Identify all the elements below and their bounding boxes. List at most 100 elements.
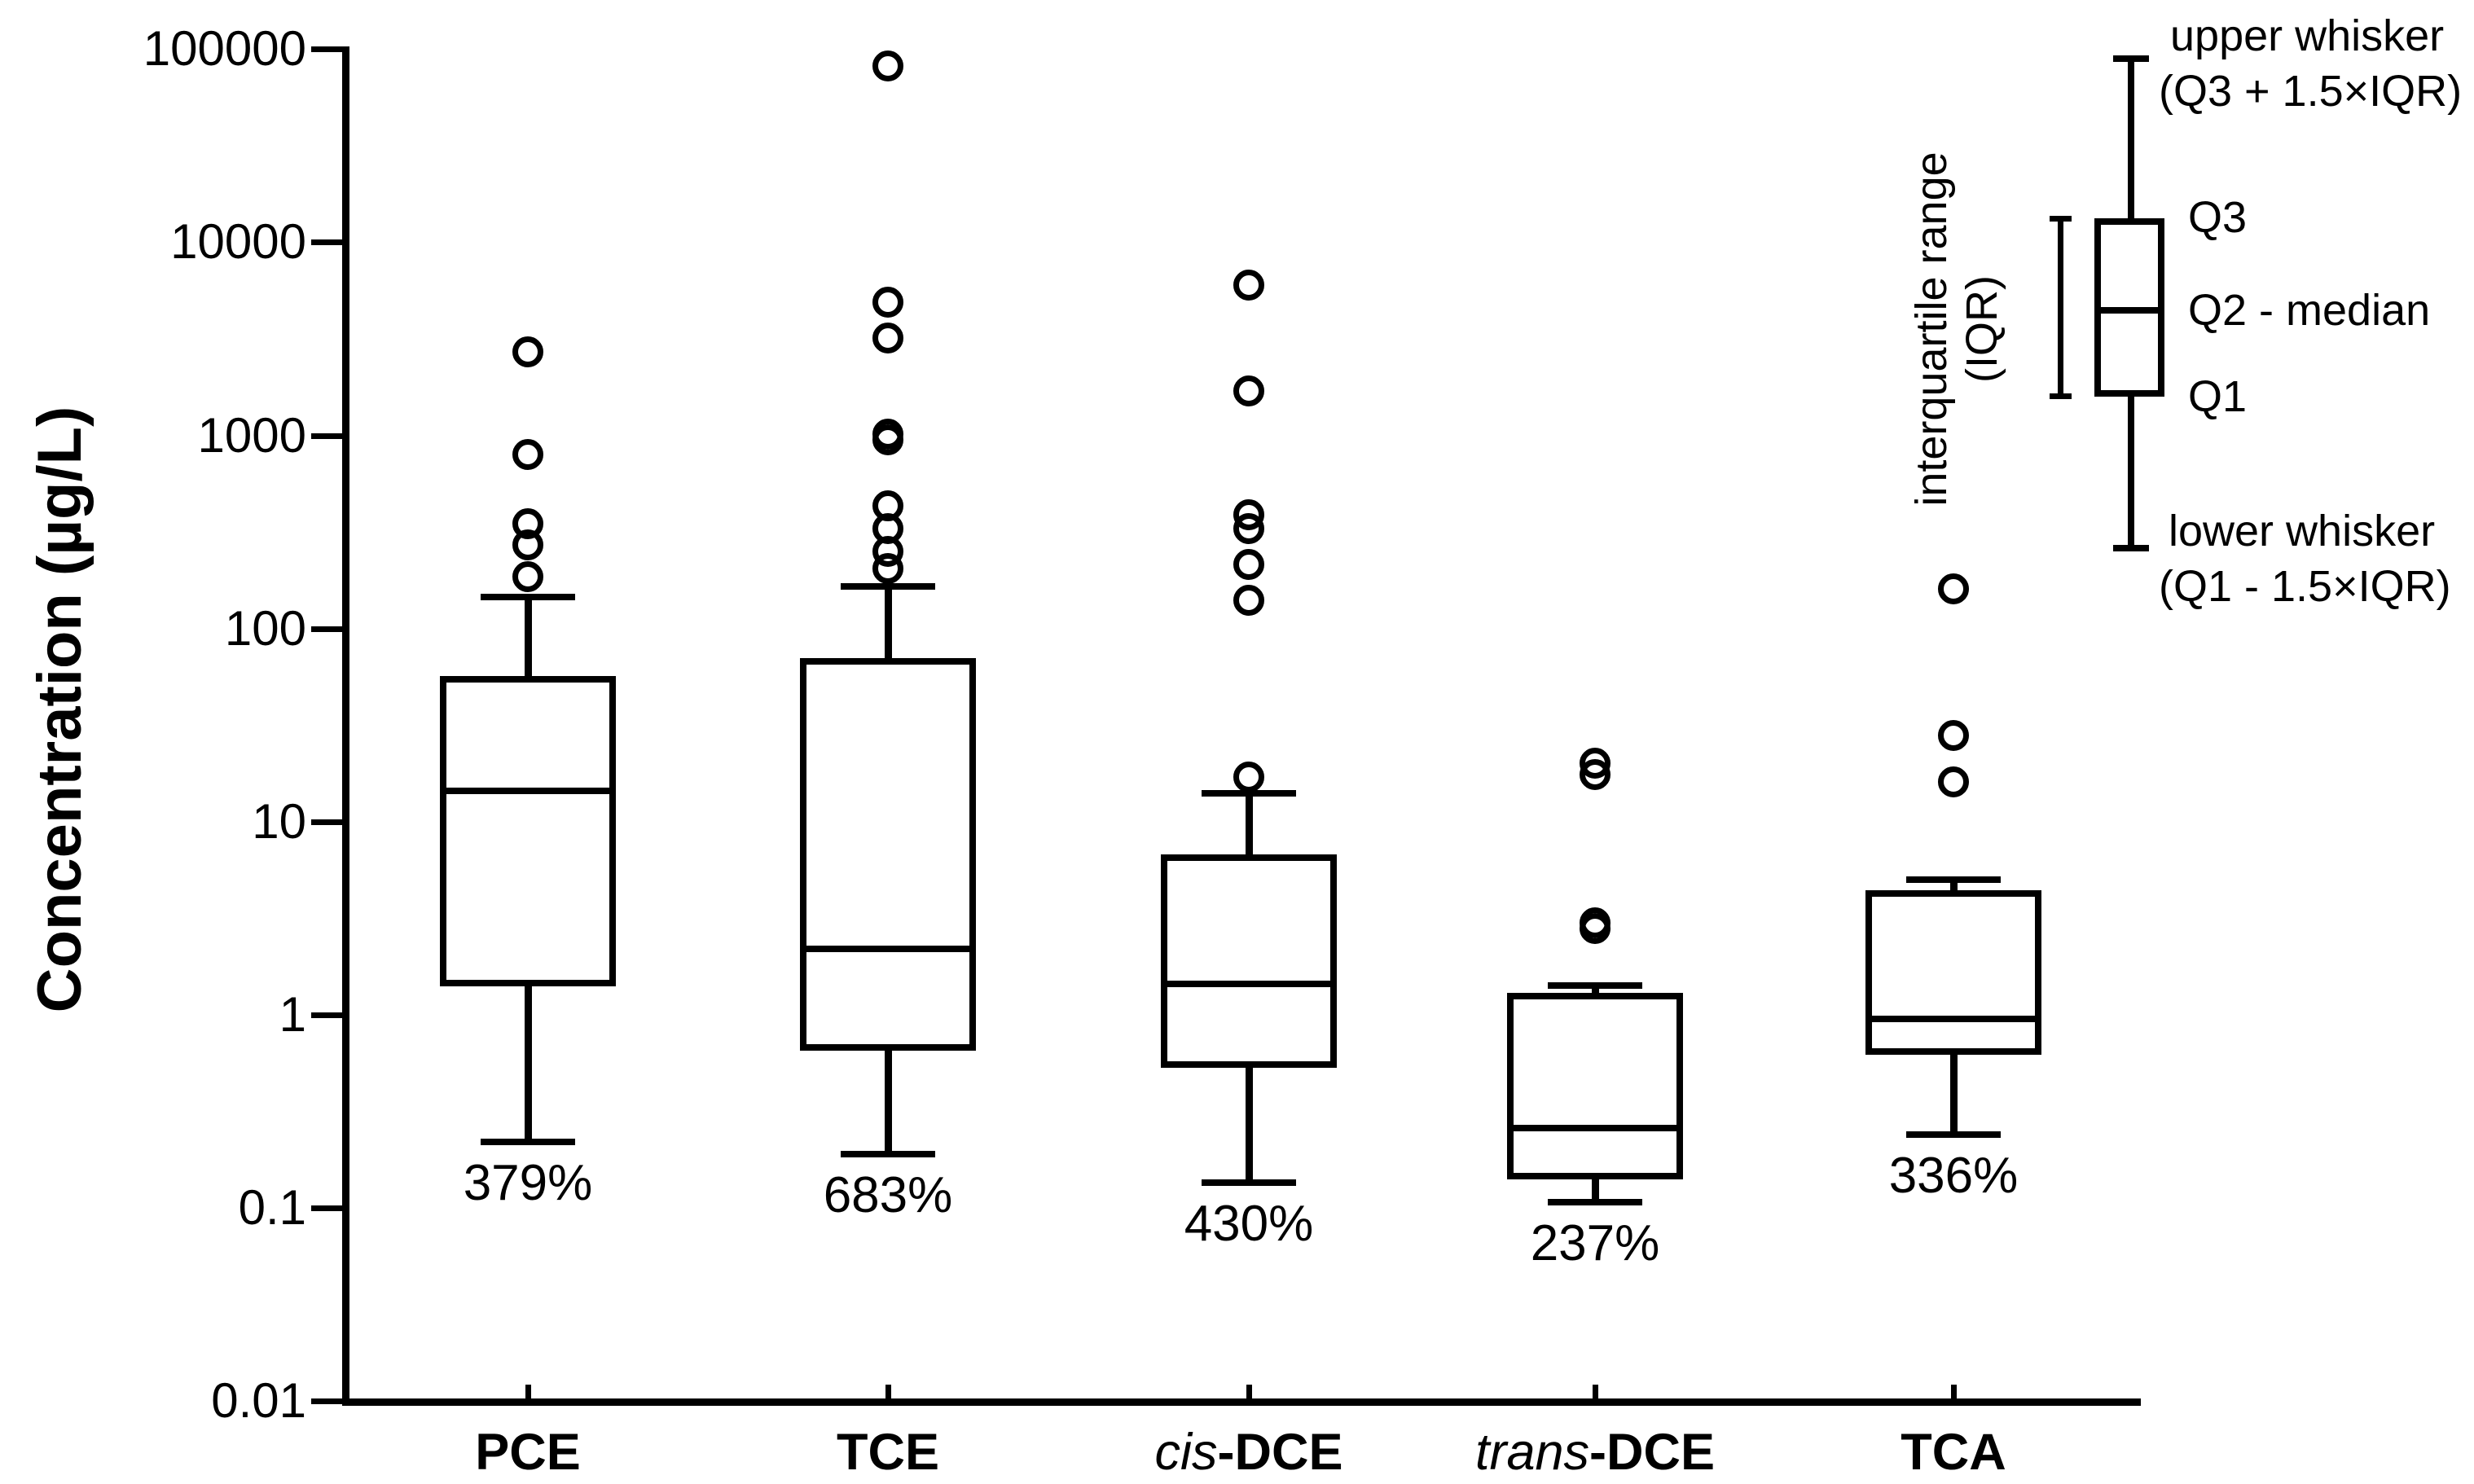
lower-whisker-trans-dce	[1592, 1179, 1599, 1202]
legend-iqr-bracket-top-cap	[2050, 216, 2072, 222]
outlier-point-pce	[512, 561, 543, 592]
lower-whisker-cis-dce	[1246, 1068, 1253, 1183]
legend-median-line	[2101, 307, 2158, 314]
upper-whisker-cis-dce	[1246, 793, 1253, 854]
x-category-italic-trans-dce: trans	[1474, 1424, 1590, 1481]
y-axis-line	[342, 46, 349, 1406]
lower-whisker-cap-trans-dce	[1548, 1199, 1642, 1205]
legend-upper-cap	[2113, 55, 2149, 62]
x-category-label-tca: TCA	[1901, 1424, 2006, 1481]
lower-whisker-cap-pce	[481, 1139, 575, 1145]
median-line-pce	[446, 788, 609, 794]
y-axis-tick-label: 1	[279, 987, 306, 1042]
legend-upper-whisker-label: upper whisker	[2170, 11, 2445, 60]
upper-whisker-cap-tce	[841, 583, 935, 590]
outlier-point-cis-dce	[1233, 762, 1264, 792]
lower-whisker-tca	[1950, 1055, 1958, 1135]
median-line-tce	[806, 946, 969, 952]
median-line-tca	[1872, 1016, 2035, 1022]
median-line-trans-dce	[1514, 1125, 1676, 1131]
x-category-label-trans-dce: trans-DCE	[1474, 1424, 1716, 1481]
outlier-point-tce	[872, 50, 903, 81]
y-axis-tick-label: 10000	[170, 214, 306, 269]
outlier-point-tca	[1938, 720, 1969, 751]
percent-label-cis-dce: 430%	[1184, 1196, 1314, 1252]
median-line-cis-dce	[1167, 981, 1330, 987]
legend-lower-whisker-label: lower whisker	[2169, 507, 2436, 555]
outlier-point-trans-dce	[1580, 759, 1611, 790]
outlier-point-pce	[512, 529, 543, 560]
y-axis-tick	[311, 1012, 342, 1018]
iqr-box-cis-dce	[1161, 854, 1337, 1068]
y-axis-tick	[311, 239, 342, 245]
legend-median-label: Q2 - median	[2188, 286, 2431, 335]
outlier-point-pce	[512, 336, 543, 367]
lower-whisker-cap-tca	[1906, 1131, 2001, 1138]
y-axis-tick-label: 0.1	[238, 1180, 306, 1235]
y-axis-tick	[311, 819, 342, 825]
percent-label-trans-dce: 237%	[1530, 1215, 1660, 1271]
upper-whisker-cap-pce	[481, 594, 575, 600]
x-category-label-tce: TCE	[837, 1424, 939, 1481]
iqr-box-pce	[440, 676, 616, 986]
upper-whisker-pce	[525, 597, 532, 676]
x-axis-tick	[525, 1385, 531, 1406]
legend-upper-whisker-formula: (Q3 + 1.5×IQR)	[2159, 67, 2463, 116]
legend-lower-cap	[2113, 545, 2149, 551]
legend-iqr-bracket-bottom-cap	[2050, 393, 2072, 399]
legend-iqr-label-line2: (IQR)	[1958, 275, 2006, 383]
x-axis-tick	[1593, 1385, 1598, 1406]
y-axis-tick	[311, 626, 342, 632]
y-axis-tick-label: 100000	[143, 21, 306, 76]
outlier-point-cis-dce	[1233, 270, 1264, 301]
upper-whisker-cap-cis-dce	[1202, 790, 1296, 797]
y-axis-tick-label: 100	[224, 601, 306, 656]
x-category-label-cis-dce: cis-DCE	[1154, 1424, 1343, 1481]
outlier-point-tce	[872, 424, 903, 455]
legend-lower-whisker-formula: (Q1 - 1.5×IQR)	[2159, 562, 2451, 611]
iqr-box-trans-dce	[1507, 993, 1683, 1179]
lower-whisker-cap-tce	[841, 1151, 935, 1157]
legend-q3-label: Q3	[2188, 193, 2248, 242]
outlier-point-tca	[1938, 573, 1969, 604]
outlier-point-cis-dce	[1233, 585, 1264, 616]
outlier-point-tce	[872, 553, 903, 584]
x-axis-tick	[1246, 1385, 1252, 1406]
outlier-point-tce	[872, 323, 903, 353]
legend-q1-label: Q1	[2188, 372, 2248, 421]
iqr-box-tce	[800, 658, 976, 1051]
legend-iqr-bracket	[2058, 218, 2063, 397]
percent-label-tca: 336%	[1888, 1148, 2019, 1204]
lower-whisker-cap-cis-dce	[1202, 1179, 1296, 1186]
upper-whisker-cap-tca	[1906, 876, 2001, 883]
percent-label-tce: 683%	[823, 1167, 953, 1223]
lower-whisker-tce	[885, 1051, 892, 1154]
lower-whisker-pce	[525, 986, 532, 1142]
y-axis-tick	[311, 46, 342, 52]
outlier-point-trans-dce	[1580, 913, 1611, 944]
x-axis-line	[342, 1398, 2141, 1406]
upper-whisker-cap-trans-dce	[1548, 982, 1642, 989]
x-axis-tick	[885, 1385, 891, 1406]
outlier-point-cis-dce	[1233, 375, 1264, 406]
x-axis-tick	[1951, 1385, 1957, 1406]
outlier-point-pce	[512, 439, 543, 470]
y-axis-tick-label: 1000	[197, 408, 306, 463]
y-axis-tick-label: 10	[252, 794, 306, 849]
x-category-label-pce: PCE	[475, 1424, 581, 1481]
percent-label-pce: 379%	[463, 1155, 593, 1211]
y-axis-tick-label: 0.01	[211, 1373, 306, 1428]
outlier-point-tce	[872, 287, 903, 318]
legend-iqr-label-line1: interquartile range	[1907, 151, 1956, 507]
iqr-box-tca	[1865, 890, 2041, 1055]
outlier-point-cis-dce	[1233, 513, 1264, 544]
legend-iqr-label: interquartile range (IQR)	[1906, 117, 2007, 541]
upper-whisker-tca	[1950, 880, 1958, 890]
upper-whisker-trans-dce	[1592, 986, 1599, 993]
y-axis-tick	[311, 433, 342, 439]
x-category-italic-cis-dce: cis	[1154, 1424, 1218, 1481]
outlier-point-tca	[1938, 766, 1969, 797]
upper-whisker-tce	[885, 586, 892, 658]
